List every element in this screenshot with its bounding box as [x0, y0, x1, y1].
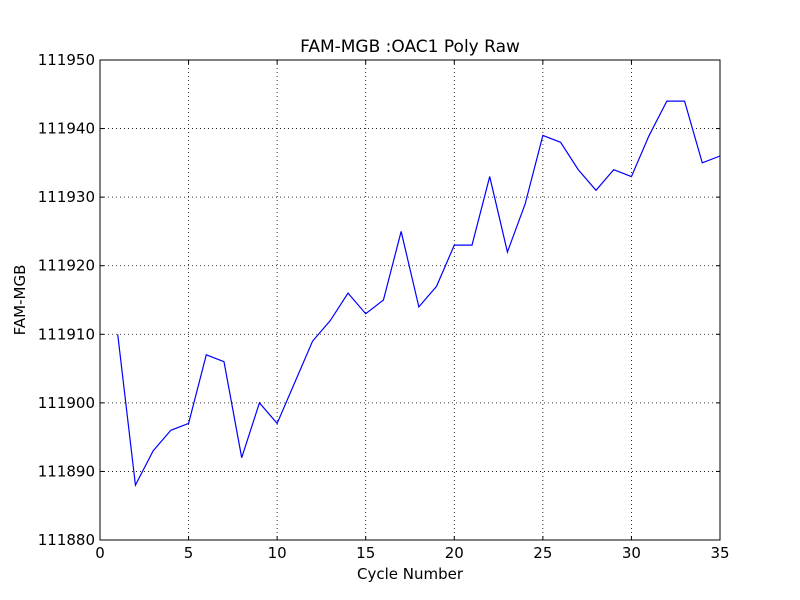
- grid: [99, 59, 721, 541]
- x-tick-label: 0: [95, 544, 105, 562]
- x-tick-label: 35: [710, 544, 729, 562]
- x-tick-label: 20: [445, 544, 464, 562]
- x-tick-label: 30: [622, 544, 641, 562]
- x-tick-label: 25: [533, 544, 552, 562]
- y-tick-label: 111920: [38, 257, 95, 275]
- plot-area-frame: [99, 59, 721, 541]
- y-axis-label: FAM-MGB: [11, 265, 29, 336]
- series-line: [117, 100, 721, 488]
- x-tick-label: 15: [356, 544, 375, 562]
- y-tick-label: 111930: [38, 188, 95, 206]
- x-tick-labels: 0 5 10 15 20 25 30 35: [95, 544, 729, 562]
- y-tick-label: 111880: [38, 531, 95, 549]
- y-tick-labels: 111880 111890 111900 111910 111920 111930 1119…: [38, 51, 95, 549]
- x-tick-label: 10: [268, 544, 287, 562]
- y-tick-label: 111900: [38, 394, 95, 412]
- y-tick-label: 111890: [38, 462, 95, 480]
- y-tick-label: 111950: [38, 51, 95, 69]
- y-tick-label: 111910: [38, 325, 95, 343]
- chart-title: FAM-MGB :OAC1 Poly Raw: [300, 37, 520, 57]
- x-axis-label: Cycle Number: [357, 565, 464, 583]
- y-tick-label: 111940: [38, 120, 95, 138]
- x-tick-label: 5: [184, 544, 194, 562]
- axis-ticks: [99, 59, 721, 541]
